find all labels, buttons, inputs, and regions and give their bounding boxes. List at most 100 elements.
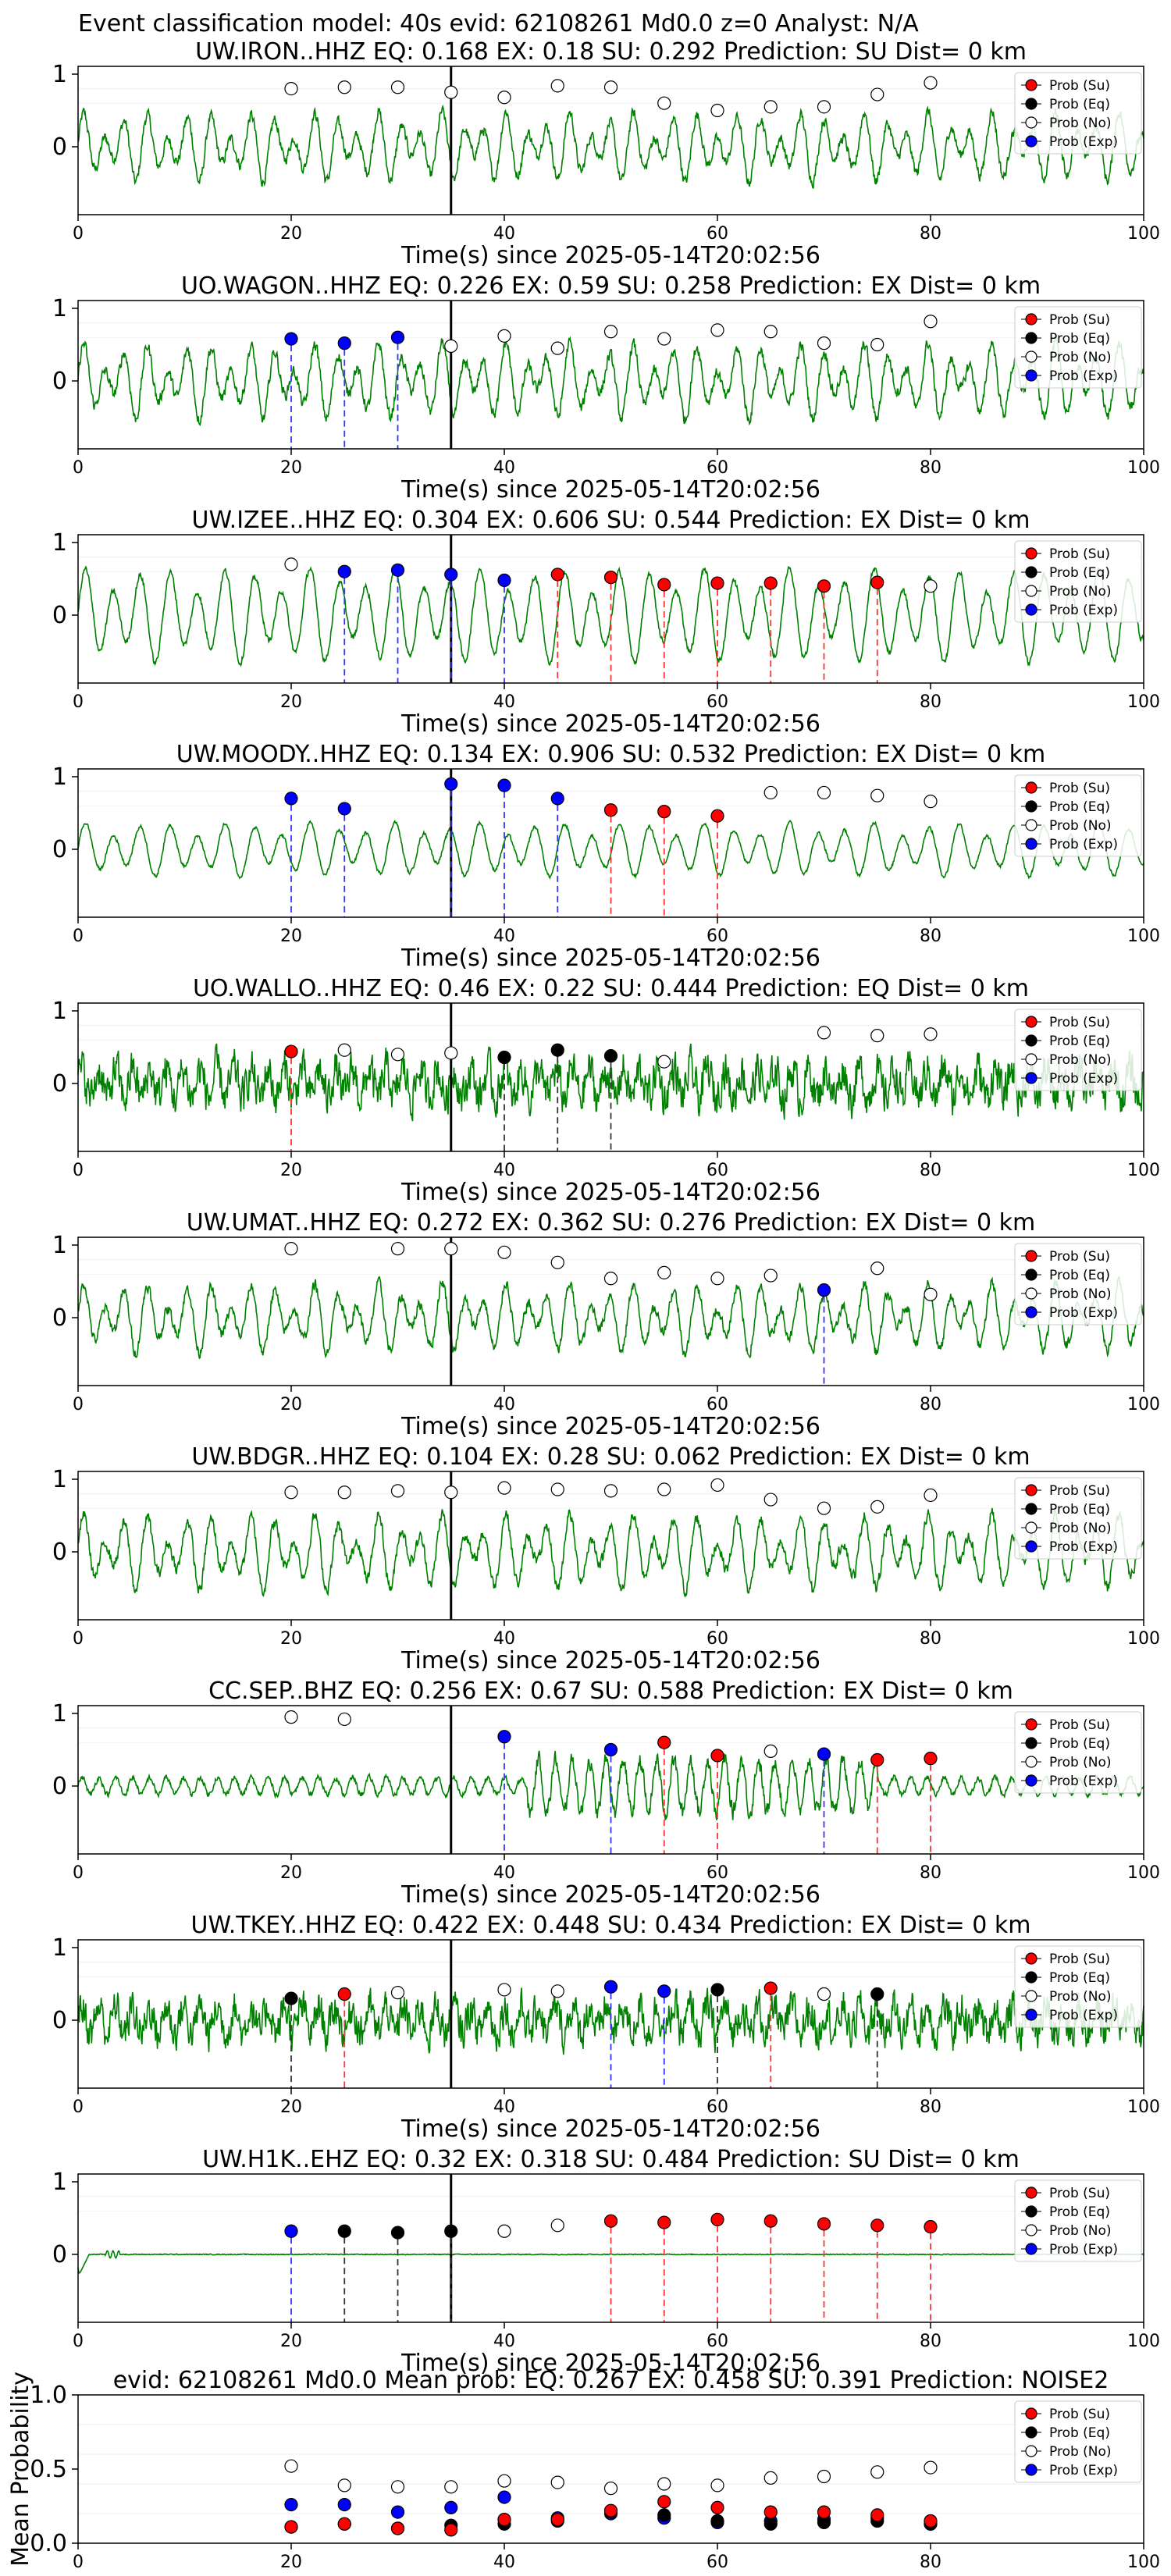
mean-point-eq: [657, 2508, 671, 2522]
point-eq: [497, 1050, 511, 1065]
panel-3: UW.IZEE..HHZ EQ: 0.304 EX: 0.606 SU: 0.5…: [52, 507, 1160, 738]
y-tick-label: 0: [52, 368, 67, 395]
point-no: [924, 579, 938, 593]
legend-label: Prob (Su): [1049, 2186, 1110, 2201]
point-no: [924, 1027, 938, 1041]
axes-frame: [77, 2394, 1144, 2544]
x-tick-label: 0: [73, 1161, 84, 1180]
point-eq: [284, 1991, 298, 2005]
legend-label: Prob (Eq): [1049, 1502, 1110, 1517]
x-tick-label: 0: [73, 1395, 84, 1414]
mean-point-su: [550, 2513, 564, 2527]
point-no: [550, 1984, 564, 1998]
point-su: [603, 571, 618, 585]
x-tick-label: 20: [280, 1395, 302, 1414]
point-su: [603, 2214, 618, 2228]
legend-marker-no: [1025, 2224, 1038, 2236]
x-tick-label: 40: [493, 2097, 515, 2117]
x-tick-label: 100: [1127, 2332, 1160, 2351]
legend-label: Prob (Exp): [1049, 1071, 1118, 1087]
point-no: [550, 1482, 564, 1496]
point-no: [284, 1485, 298, 1500]
x-tick-label: 20: [280, 458, 302, 478]
legend-label: Prob (Exp): [1049, 1539, 1118, 1555]
point-su: [817, 2217, 831, 2231]
y-tick-label: 0: [52, 1070, 67, 1098]
axes-frame: [77, 1002, 1144, 1152]
point-no: [657, 96, 671, 110]
panel-title: UW.UMAT..HHZ EQ: 0.272 EX: 0.362 SU: 0.2…: [187, 1209, 1036, 1236]
point-no: [444, 1242, 458, 1256]
point-exp: [817, 1747, 831, 1761]
point-su: [763, 576, 778, 590]
legend-marker-no: [1025, 1756, 1038, 1768]
mean-point-exp: [390, 2505, 405, 2519]
mean-point-no: [497, 2474, 511, 2488]
legend-marker-no: [1025, 1521, 1038, 1534]
x-tick-label: 20: [280, 1161, 302, 1180]
legend-label: Prob (Su): [1049, 546, 1110, 562]
point-no: [390, 1986, 405, 2000]
x-tick-label: 60: [707, 224, 728, 244]
point-no: [870, 87, 884, 101]
x-tick-label: 0: [73, 2332, 84, 2351]
point-no: [284, 81, 298, 96]
x-tick-label: 80: [920, 1161, 941, 1180]
point-no: [497, 1245, 511, 1259]
mean-point-su: [870, 2508, 884, 2522]
legend-marker-exp: [1025, 2243, 1038, 2255]
x-axis-label: Time(s) since 2025-05-14T20:02:56: [400, 476, 820, 503]
y-tick-label: 0: [52, 1773, 67, 1800]
point-no: [390, 1484, 405, 1498]
mean-point-no: [444, 2480, 458, 2494]
legend-marker-su: [1025, 1250, 1038, 1262]
point-no: [657, 1265, 671, 1279]
point-no: [870, 337, 884, 352]
x-axis-label: Time(s) since 2025-05-14T20:02:56: [400, 242, 820, 269]
legend-box: [1014, 2400, 1142, 2483]
legend-label: Prob (Exp): [1049, 1774, 1118, 1789]
point-no: [550, 2218, 564, 2233]
legend-marker-no: [1025, 585, 1038, 597]
point-no: [390, 1048, 405, 1062]
legend-label: Prob (Su): [1049, 78, 1110, 94]
legend-marker-exp: [1025, 2464, 1038, 2476]
axes-frame: [77, 534, 1144, 684]
point-su: [924, 1752, 938, 1766]
point-su: [817, 579, 831, 593]
point-no: [710, 1478, 724, 1493]
legend-marker-exp: [1025, 838, 1038, 850]
panel-2: UO.WAGON..HHZ EQ: 0.226 EX: 0.59 SU: 0.2…: [52, 272, 1160, 503]
axes-frame: [77, 1471, 1144, 1621]
mean-point-no: [284, 2459, 298, 2473]
waveform-trace: [77, 819, 1144, 880]
panel-title: UW.TKEY..HHZ EQ: 0.422 EX: 0.448 SU: 0.4…: [191, 1912, 1031, 1939]
y-tick-label: 1: [52, 763, 67, 791]
point-no: [710, 323, 724, 337]
x-tick-label: 100: [1127, 2097, 1160, 2117]
legend-label: Prob (Su): [1049, 1952, 1110, 1967]
point-no: [870, 1029, 884, 1043]
legend-label: Prob (Su): [1049, 2407, 1110, 2422]
panel-9: UW.TKEY..HHZ EQ: 0.422 EX: 0.448 SU: 0.4…: [52, 1912, 1160, 2143]
legend-marker-no: [1025, 1990, 1038, 2002]
panel-title: evid: 62108261 Md0.0 Mean prob: EQ: 0.26…: [113, 2367, 1109, 2394]
point-exp: [284, 792, 298, 806]
point-exp: [444, 777, 458, 791]
panel-title: UO.WAGON..HHZ EQ: 0.226 EX: 0.59 SU: 0.2…: [181, 272, 1041, 300]
x-tick-label: 80: [920, 1395, 941, 1414]
point-su: [657, 805, 671, 819]
panels: UW.IRON..HHZ EQ: 0.168 EX: 0.18 SU: 0.29…: [7, 38, 1160, 2572]
y-tick-label: 0: [52, 2241, 67, 2268]
axes-frame: [77, 300, 1144, 450]
point-su: [657, 2215, 671, 2229]
legend-marker-su: [1025, 1484, 1038, 1496]
legend-label: Prob (Su): [1049, 781, 1110, 796]
x-tick-label: 100: [1127, 692, 1160, 712]
point-su: [337, 1987, 351, 2001]
x-tick-label: 0: [73, 927, 84, 946]
legend-box: [1014, 540, 1142, 623]
legend-marker-eq: [1025, 800, 1038, 813]
legend-label: Prob (No): [1049, 818, 1112, 834]
x-tick-label: 0: [73, 692, 84, 712]
